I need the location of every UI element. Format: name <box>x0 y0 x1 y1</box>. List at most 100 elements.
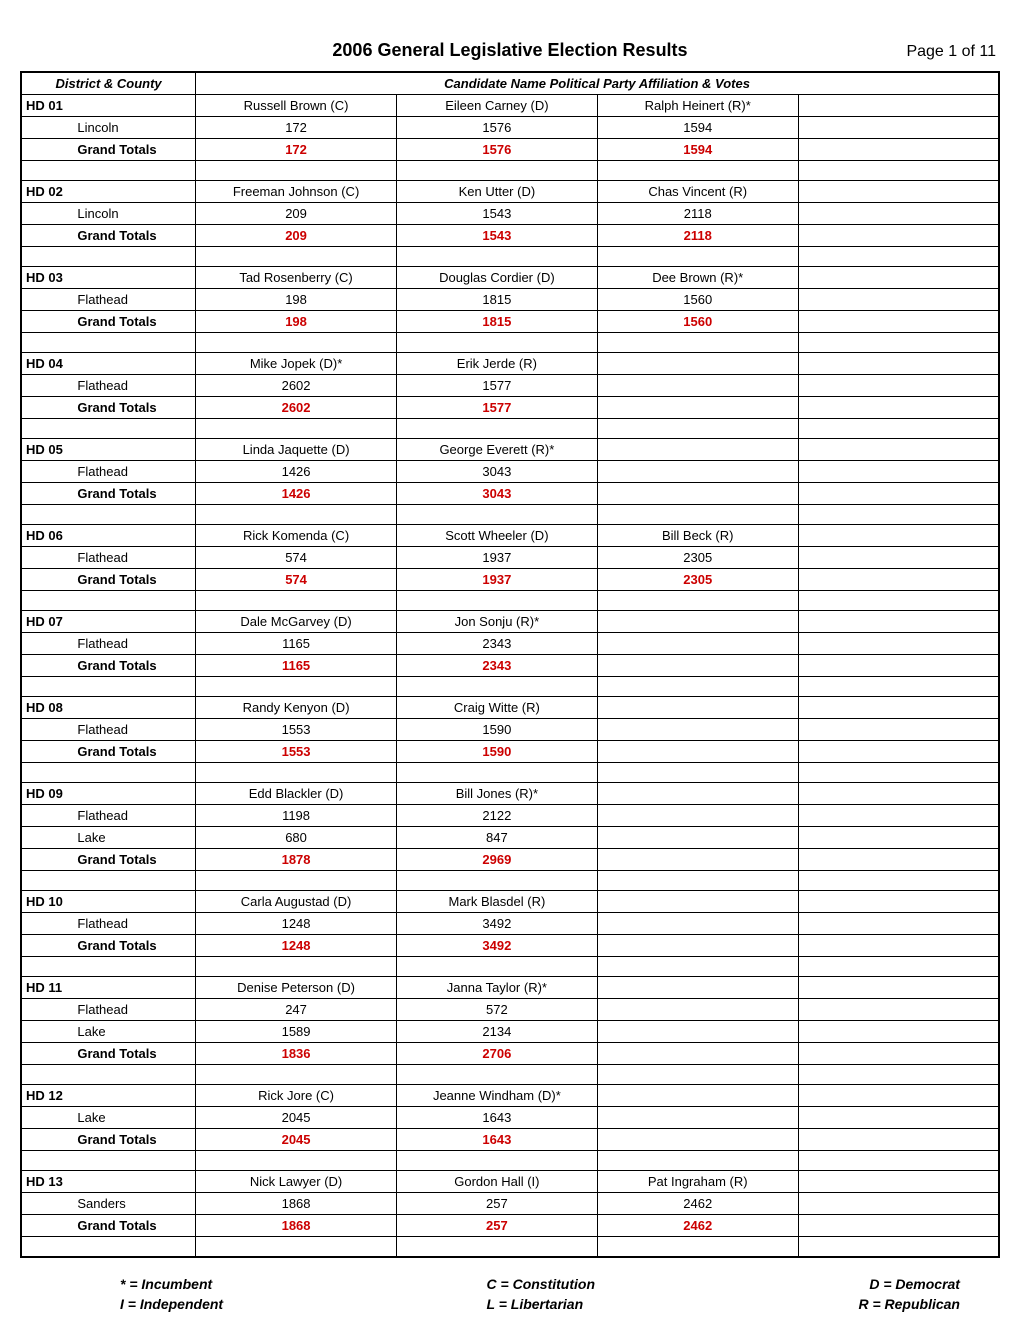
district-id: HD 13 <box>21 1171 73 1193</box>
district-id <box>21 935 73 957</box>
candidate-name: Dale McGarvey (D) <box>196 611 397 633</box>
grand-total-value: 1577 <box>396 397 597 419</box>
district-county-header: District & County <box>21 72 196 95</box>
grand-total-value: 1560 <box>597 311 798 333</box>
empty-cell <box>798 783 999 805</box>
candidate-name: Dee Brown (R)* <box>597 267 798 289</box>
district-id: HD 02 <box>21 181 73 203</box>
vote-count: 1589 <box>196 1021 397 1043</box>
separator-row <box>21 1237 999 1257</box>
county-row: Lincoln20915432118 <box>21 203 999 225</box>
vote-count: 2305 <box>597 547 798 569</box>
vote-count: 257 <box>396 1193 597 1215</box>
grand-totals-row: Grand Totals17215761594 <box>21 139 999 161</box>
candidate-name <box>597 353 798 375</box>
district-id <box>21 999 73 1021</box>
district-id: HD 11 <box>21 977 73 999</box>
county-row: Lake15892134 <box>21 1021 999 1043</box>
grand-totals-row: Grand Totals20451643 <box>21 1129 999 1151</box>
grand-total-value <box>597 483 798 505</box>
vote-count: 572 <box>396 999 597 1021</box>
district-id <box>21 1021 73 1043</box>
grand-total-value: 2118 <box>597 225 798 247</box>
candidate-name <box>597 697 798 719</box>
district-id <box>21 633 73 655</box>
empty-cell <box>798 1085 999 1107</box>
district-header-row: HD 07Dale McGarvey (D)Jon Sonju (R)* <box>21 611 999 633</box>
district-id <box>21 547 73 569</box>
grand-total-value: 2602 <box>196 397 397 419</box>
vote-count: 2134 <box>396 1021 597 1043</box>
empty-cell <box>798 1193 999 1215</box>
grand-total-value: 2343 <box>396 655 597 677</box>
empty-cell <box>798 547 999 569</box>
grand-total-value: 1426 <box>196 483 397 505</box>
empty-cell <box>798 289 999 311</box>
district-id <box>21 117 73 139</box>
district-id <box>21 1129 73 1151</box>
county-cell: Flathead <box>73 375 195 397</box>
grand-totals-label: Grand Totals <box>73 1129 195 1151</box>
district-id <box>21 827 73 849</box>
county-row: Flathead247572 <box>21 999 999 1021</box>
district-id: HD 05 <box>21 439 73 461</box>
district-id <box>21 203 73 225</box>
separator-row <box>21 591 999 611</box>
empty-cell <box>798 461 999 483</box>
empty-cell <box>798 397 999 419</box>
county-cell: Flathead <box>73 999 195 1021</box>
grand-total-value: 198 <box>196 311 397 333</box>
district-id <box>21 1043 73 1065</box>
district-id <box>21 913 73 935</box>
district-id <box>21 225 73 247</box>
empty-cell <box>798 611 999 633</box>
legend-col-left: * = Incumbent I = Independent <box>120 1276 223 1312</box>
empty-cell <box>798 655 999 677</box>
grand-totals-row: Grand Totals14263043 <box>21 483 999 505</box>
county-cell <box>73 181 195 203</box>
county-row: Lake20451643 <box>21 1107 999 1129</box>
grand-total-value: 2045 <box>196 1129 397 1151</box>
grand-total-value: 2305 <box>597 569 798 591</box>
empty-cell <box>798 913 999 935</box>
grand-total-value: 1553 <box>196 741 397 763</box>
empty-cell <box>798 849 999 871</box>
county-cell <box>73 353 195 375</box>
empty-cell <box>798 697 999 719</box>
county-row: Flathead14263043 <box>21 461 999 483</box>
candidate-name: Jon Sonju (R)* <box>396 611 597 633</box>
county-row: Flathead26021577 <box>21 375 999 397</box>
vote-count: 1248 <box>196 913 397 935</box>
county-cell: Flathead <box>73 913 195 935</box>
vote-count: 1553 <box>196 719 397 741</box>
candidate-name: Randy Kenyon (D) <box>196 697 397 719</box>
vote-count: 574 <box>196 547 397 569</box>
vote-count <box>597 1107 798 1129</box>
candidate-name <box>597 891 798 913</box>
empty-cell <box>798 977 999 999</box>
vote-count: 2045 <box>196 1107 397 1129</box>
empty-cell <box>798 375 999 397</box>
empty-cell <box>798 1129 999 1151</box>
county-cell <box>73 95 195 117</box>
grand-total-value: 1590 <box>396 741 597 763</box>
vote-count: 2602 <box>196 375 397 397</box>
vote-count: 1426 <box>196 461 397 483</box>
vote-count: 1937 <box>396 547 597 569</box>
vote-count: 1198 <box>196 805 397 827</box>
grand-totals-row: Grand Totals18362706 <box>21 1043 999 1065</box>
vote-count: 209 <box>196 203 397 225</box>
district-header-row: HD 13Nick Lawyer (D)Gordon Hall (I)Pat I… <box>21 1171 999 1193</box>
grand-total-value: 1836 <box>196 1043 397 1065</box>
candidate-name: Scott Wheeler (D) <box>396 525 597 547</box>
vote-count: 2122 <box>396 805 597 827</box>
grand-totals-row: Grand Totals15531590 <box>21 741 999 763</box>
grand-totals-row: Grand Totals19818151560 <box>21 311 999 333</box>
district-header-row: HD 06Rick Komenda (C)Scott Wheeler (D)Bi… <box>21 525 999 547</box>
candidate-name: Denise Peterson (D) <box>196 977 397 999</box>
empty-cell <box>798 935 999 957</box>
candidate-name <box>597 783 798 805</box>
candidate-name <box>597 977 798 999</box>
empty-cell <box>798 1021 999 1043</box>
legend-independent: I = Independent <box>120 1296 223 1312</box>
